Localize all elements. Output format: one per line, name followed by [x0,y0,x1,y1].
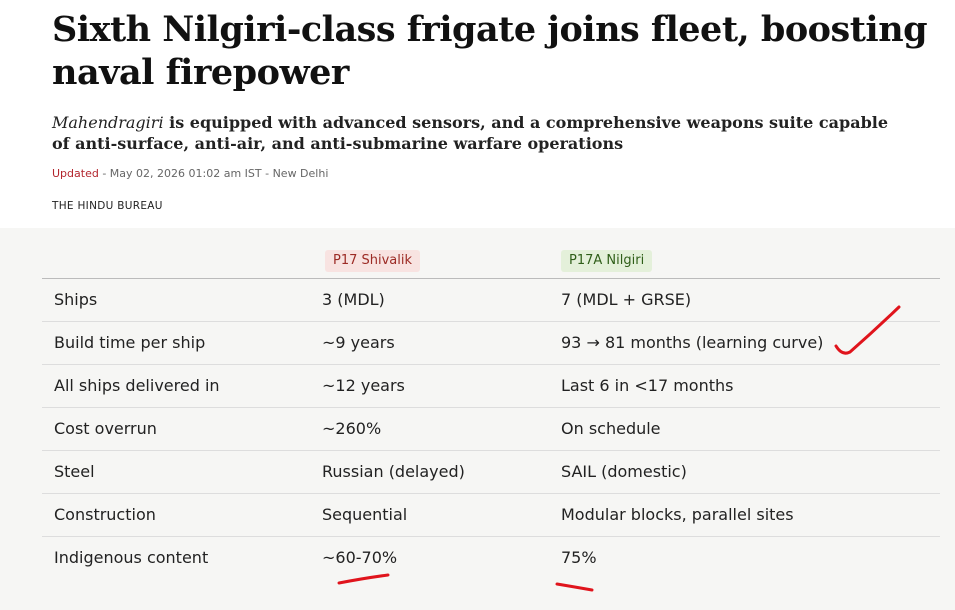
row-rule [42,321,940,322]
table-cell: All ships delivered in [54,376,220,395]
table-cell: Modular blocks, parallel sites [561,505,794,524]
table-cell: SAIL (domestic) [561,462,687,481]
table-panel [0,228,955,610]
underline [337,573,390,585]
row-rule [42,493,940,494]
subtitle-text: is equipped with advanced sensors, and a… [52,113,889,153]
table-cell: Ships [54,290,98,309]
table-cell: Sequential [322,505,408,524]
table-cell: Build time per ship [54,333,206,352]
table-cell: Last 6 in <17 months [561,376,734,395]
table-cell: ~60-70% [322,548,398,567]
column-header: P17A Nilgiri [561,250,653,272]
updated-meta: - May 02, 2026 01:02 am IST - New Delhi [98,167,329,180]
table-cell: Indigenous content [54,548,209,567]
row-rule [42,364,940,365]
table-cell: ~12 years [322,376,405,395]
table-cell: Cost overrun [54,419,157,438]
table-cell: 7 (MDL + GRSE) [561,290,692,309]
updated-label: Updated [52,167,99,180]
table-cell: 93 → 81 months (learning curve) [561,333,824,352]
underline [555,582,594,592]
table-cell: Construction [54,505,156,524]
table-cell: Steel [54,462,95,481]
table-cell: Russian (delayed) [322,462,465,481]
table-cell: On schedule [561,419,661,438]
row-rule [42,536,940,537]
headline: Sixth Nilgiri-class frigate joins fleet,… [52,9,928,93]
table-cell: ~9 years [322,333,395,352]
table-cell: 3 (MDL) [322,290,385,309]
table-cell: 75% [561,548,597,567]
subtitle-italic: Mahendragiri [52,113,164,132]
meta: Updated - May 02, 2026 01:02 am IST - Ne… [52,167,328,180]
row-rule [42,407,940,408]
row-rule [42,450,940,451]
subtitle: Mahendragiri is equipped with advanced s… [52,112,892,154]
header-rule [42,278,940,279]
column-header: P17 Shivalik [325,250,421,272]
checkmark [834,305,901,355]
table-cell: ~260% [322,419,382,438]
byline[interactable]: THE HINDU BUREAU [52,200,163,212]
